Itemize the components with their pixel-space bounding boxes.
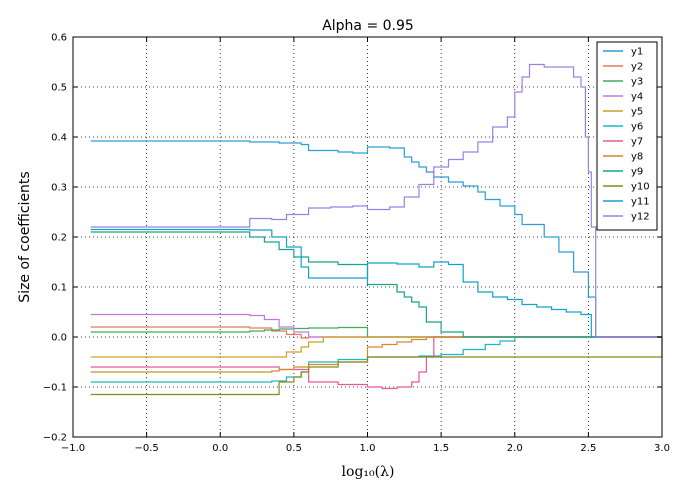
legend-label-y1: y1 (631, 47, 643, 58)
legend-box (596, 41, 658, 231)
legend-label-y7: y7 (631, 137, 643, 148)
y-tick-label: 0.2 (51, 233, 67, 244)
legend-label-y9: y9 (631, 167, 643, 178)
x-tick-label: 1.0 (360, 443, 376, 454)
series-line-y9 (90, 231, 662, 338)
x-tick-label: 2.0 (507, 443, 523, 454)
legend-label-y3: y3 (631, 77, 643, 88)
y-tick-label: 0.5 (51, 83, 67, 94)
x-axis-label: log₁₀(λ) (342, 464, 395, 480)
x-tick-label: 1.5 (433, 443, 449, 454)
series-line-y2 (90, 326, 662, 339)
legend-label-y12: y12 (631, 212, 650, 223)
x-tick-label: 3.0 (654, 443, 670, 454)
legend-label-y4: y4 (631, 92, 643, 103)
legend-label-y8: y8 (631, 152, 643, 163)
y-tick-label: 0.4 (51, 133, 67, 144)
y-tick-label: −0.2 (43, 433, 67, 444)
chart-title: Alpha = 0.95 (322, 18, 414, 34)
legend-label-y5: y5 (631, 107, 643, 118)
series-line-y10 (90, 337, 663, 396)
y-tick-label: 0.0 (51, 333, 67, 344)
y-tick-label: 0.6 (51, 33, 67, 44)
series-line-y7 (90, 336, 662, 390)
y-tick-label: −0.1 (43, 383, 67, 394)
legend-label-y2: y2 (631, 62, 643, 73)
legend: y1 y2 y3 y4 y5 y6 y7 y8 y9 y10 y11 y12 (596, 41, 658, 231)
series-line-y11 (90, 228, 662, 338)
legend-label-y6: y6 (631, 122, 643, 133)
x-tick-label: 0.5 (286, 443, 302, 454)
legend-label-y11: y11 (631, 197, 650, 208)
x-tick-label: −1.0 (61, 443, 85, 454)
y-tick-label: 0.3 (51, 183, 67, 194)
series-lines (90, 63, 663, 396)
y-tick-label: 0.1 (51, 283, 67, 294)
series-line-y12 (90, 63, 662, 338)
grid (73, 37, 662, 437)
legend-label-y10: y10 (631, 182, 650, 193)
x-tick-label: 0.0 (212, 443, 228, 454)
y-axis-label: Size of coefficients (17, 171, 33, 302)
x-tick-label: −0.5 (134, 443, 158, 454)
series-line-y5 (90, 336, 662, 358)
axis-ticks: −1.0 −0.5 0.0 0.5 1.0 1.5 2.0 2.5 3.0 −0.2 −0.1 0.0… (43, 33, 670, 455)
x-tick-label: 2.5 (580, 443, 596, 454)
series-line-y4 (90, 313, 662, 338)
